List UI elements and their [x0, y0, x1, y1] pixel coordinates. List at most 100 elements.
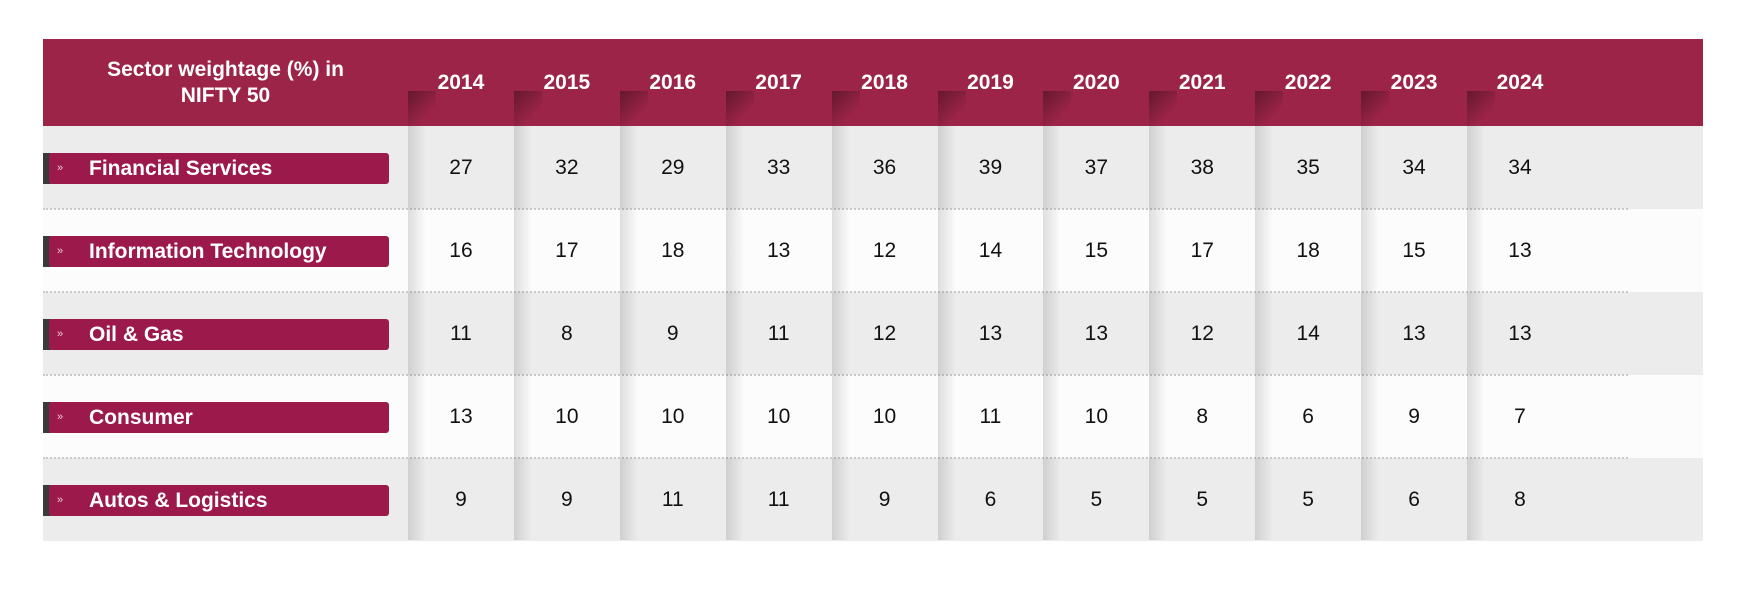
table-cell: 10: [1084, 404, 1109, 428]
table-cell: 15: [1402, 238, 1426, 262]
table-cell: 14: [1296, 321, 1320, 345]
table-cell: 39: [978, 155, 1003, 179]
table-cell: 13: [1508, 238, 1532, 262]
table-cell: 34: [1402, 155, 1426, 179]
column-header-2023: 2023: [1361, 39, 1467, 126]
table-cell: 12: [872, 321, 897, 345]
table-header: Sector weightage (%) in NIFTY 50 2014 201…: [43, 39, 1703, 126]
column-shadow: [513, 126, 532, 540]
table-cell: 13: [766, 238, 791, 262]
header-title: Sector weightage (%) in NIFTY 50: [107, 57, 344, 107]
table-cell: 11: [661, 487, 684, 511]
table-cell: 5: [1196, 487, 1209, 511]
table-cell: 9: [878, 487, 891, 511]
row-label: » Oil & Gas: [43, 319, 389, 350]
table-cell: 37: [1084, 155, 1109, 179]
table-cell: 12: [872, 238, 897, 262]
table-row: » Consumer 13 10 10 10 10 11 10 8 6 9 7: [43, 375, 1703, 458]
chevron-right-icon: »: [57, 328, 64, 340]
table-cell: 5: [1302, 487, 1314, 511]
row-separator: [43, 291, 1628, 293]
row-label-tab: [43, 402, 51, 433]
row-label-text: Information Technology: [89, 240, 327, 263]
table-cell: 6: [1408, 487, 1420, 511]
table-cell: 7: [1514, 404, 1526, 428]
table-cell: 38: [1190, 155, 1214, 179]
column-shadow: [408, 126, 426, 540]
column-header-2024: 2024: [1467, 39, 1573, 126]
column-header-2018: 2018: [831, 39, 938, 126]
row-separator: [43, 457, 1628, 459]
table-cell: 17: [555, 238, 579, 262]
table-cell: 34: [1508, 155, 1532, 179]
row-label: » Consumer: [43, 402, 389, 433]
column-shadow: [1361, 126, 1380, 540]
table-cell: 5: [1090, 487, 1103, 511]
row-label-text: Consumer: [89, 406, 193, 429]
table-cell: 11: [450, 321, 472, 345]
table-cell: 6: [984, 487, 997, 511]
table-cell: 9: [560, 487, 573, 511]
table-cell: 10: [872, 404, 897, 428]
table-row: » Financial Services 27 32 29 33 36 39 37 38 35 34 3…: [43, 126, 1703, 209]
chevron-right-icon: »: [57, 494, 64, 506]
table-cell: 10: [766, 404, 791, 428]
column-shadow: [831, 126, 850, 540]
sector-weightage-table: Sector weightage (%) in NIFTY 50 2014 201…: [43, 39, 1703, 541]
table-cell: 14: [978, 238, 1003, 262]
table-cell: 29: [661, 155, 685, 179]
table-cell: 13: [1508, 321, 1532, 345]
table-cell: 11: [767, 321, 790, 345]
table-cell: 8: [1514, 487, 1526, 511]
row-label: » Information Technology: [43, 236, 389, 267]
column-header-2021: 2021: [1149, 39, 1255, 126]
column-header-2020: 2020: [1043, 39, 1149, 126]
table-cell: 12: [1190, 321, 1214, 345]
table-cell: 18: [1296, 238, 1320, 262]
row-label-tab: [43, 236, 51, 267]
chevron-right-icon: »: [57, 162, 64, 174]
table-cell: 36: [872, 155, 897, 179]
table-cell: 8: [560, 321, 573, 345]
table-cell: 32: [555, 155, 579, 179]
table-cell: 33: [766, 155, 791, 179]
column-header-2015: 2015: [513, 39, 620, 126]
row-label-bar: [49, 319, 389, 350]
table-cell: 9: [1408, 404, 1420, 428]
table-cell: 16: [449, 238, 473, 262]
table-row: » Oil & Gas 11 8 9 11 12 13 13 12 14 13 13: [43, 292, 1703, 375]
row-separator: [43, 374, 1628, 376]
column-shadow: [1149, 126, 1168, 540]
column-header-2022: 2022: [1255, 39, 1361, 126]
row-label-bar: [49, 236, 389, 267]
table-cell: 35: [1296, 155, 1320, 179]
row-label-bar: [49, 153, 389, 184]
row-separator: [43, 208, 1628, 210]
row-label-tab: [43, 153, 51, 184]
column-header-2016: 2016: [619, 39, 726, 126]
row-label-text: Oil & Gas: [89, 323, 184, 346]
table-cell: 9: [455, 487, 467, 511]
column-shadow: [725, 126, 744, 540]
row-label-tab: [43, 485, 51, 516]
table-cell: 17: [1190, 238, 1214, 262]
column-shadow: [937, 126, 956, 540]
row-label-bar: [49, 402, 389, 433]
table-cell: 13: [1084, 321, 1109, 345]
row-label-tab: [43, 319, 51, 350]
table-cell: 11: [979, 404, 1002, 428]
table-row: » Information Technology 16 17 18 13 12 14 15 17 1…: [43, 209, 1703, 292]
table-cell: 15: [1084, 238, 1109, 262]
table-cell: 10: [555, 404, 579, 428]
table-cell: 13: [978, 321, 1003, 345]
row-label: » Autos & Logistics: [43, 485, 389, 516]
column-header-2017: 2017: [725, 39, 832, 126]
table-cell: 6: [1302, 404, 1314, 428]
column-shadow: [1043, 126, 1062, 540]
row-label-text: Financial Services: [89, 157, 273, 180]
column-shadow: [619, 126, 638, 540]
column-header-2014: 2014: [408, 39, 514, 126]
table-cell: 18: [661, 238, 685, 262]
table-cell: 27: [449, 155, 473, 179]
chevron-right-icon: »: [57, 411, 64, 423]
